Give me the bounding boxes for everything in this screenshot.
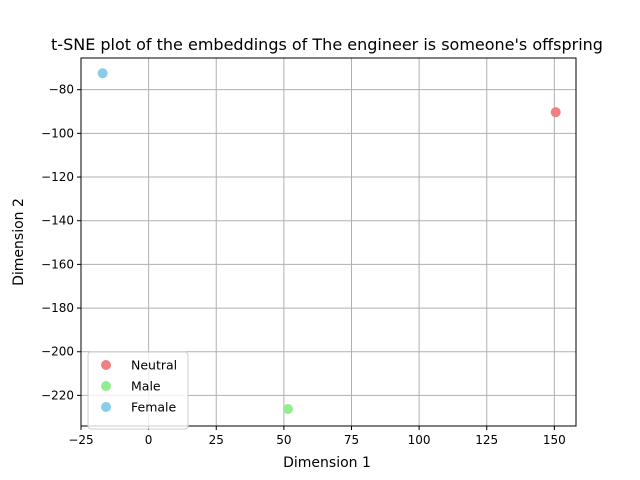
x-tick-label: 150: [543, 433, 566, 447]
legend-label-neutral: Neutral: [131, 358, 177, 373]
x-tick-label: 75: [344, 433, 359, 447]
chart-title: t-SNE plot of the embeddings of The engi…: [51, 35, 603, 54]
y-tick-label: −120: [41, 170, 74, 184]
y-tick-label: −220: [41, 388, 74, 402]
y-axis-title: Dimension 2: [11, 198, 27, 286]
data-points: [97, 68, 561, 414]
x-axis-title: Dimension 1: [283, 455, 371, 471]
x-tick-label: 50: [276, 433, 291, 447]
legend-marker-male: [101, 381, 111, 391]
x-tick-label: 125: [475, 433, 498, 447]
legend-label-female: Female: [131, 400, 177, 415]
female-point: [97, 68, 108, 79]
y-tick-label: −80: [49, 83, 74, 97]
y-tick-label: −160: [41, 257, 74, 271]
y-tick-label: −180: [41, 301, 74, 315]
y-tick-label: −100: [41, 126, 74, 140]
x-tick-label: 100: [408, 433, 431, 447]
male-point: [282, 403, 293, 414]
x-tick-label: 0: [145, 433, 153, 447]
x-tick-label: 25: [209, 433, 224, 447]
neutral-point: [550, 107, 561, 118]
legend-box: [87, 351, 189, 430]
y-tick-label: −200: [41, 345, 74, 359]
plot-frame: [80, 57, 577, 427]
legend-marker-neutral: [101, 360, 111, 370]
legend-label-male: Male: [131, 379, 161, 394]
axes: −25 0 25 50 75 100 125 150 −220 −200 −180 −160 −140 −…: [41, 57, 577, 447]
legend-marker-female: [101, 402, 111, 412]
x-tick-label: −25: [68, 433, 93, 447]
y-tick-label: −140: [41, 214, 74, 228]
legend: Neutral Male Female: [87, 351, 189, 430]
